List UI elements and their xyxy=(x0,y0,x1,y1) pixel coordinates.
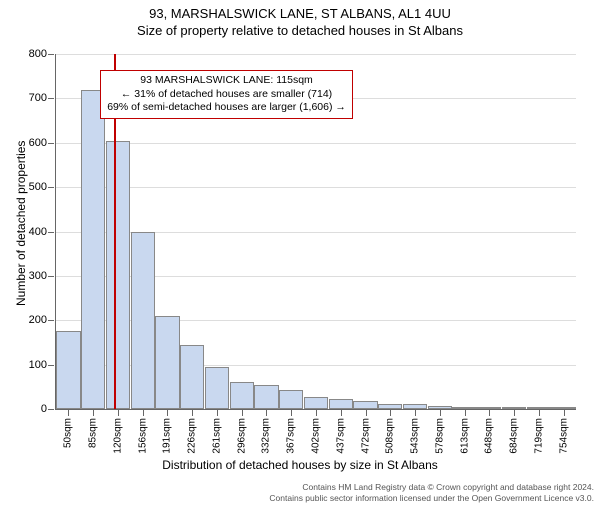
histogram-bar xyxy=(428,406,452,409)
xtick-label: 508sqm xyxy=(385,418,396,454)
histogram-plot: 50sqm85sqm120sqm156sqm191sqm226sqm261sqm… xyxy=(55,54,576,410)
histogram-bar xyxy=(502,407,526,409)
histogram-bar xyxy=(205,367,229,409)
xtick-label: 578sqm xyxy=(434,418,445,454)
xtick-label: 719sqm xyxy=(533,418,544,454)
xtick xyxy=(266,410,267,416)
xtick xyxy=(564,410,565,416)
xtick-label: 50sqm xyxy=(63,418,74,448)
xtick xyxy=(415,410,416,416)
histogram-bar xyxy=(106,141,130,409)
xtick-label: 261sqm xyxy=(211,418,222,454)
gridline xyxy=(56,187,576,188)
xtick xyxy=(514,410,515,416)
xtick-label: 296sqm xyxy=(236,418,247,454)
xtick xyxy=(167,410,168,416)
histogram-bar xyxy=(378,404,402,409)
ytick-label: 800 xyxy=(17,48,47,60)
ytick-label: 300 xyxy=(17,270,47,282)
xtick xyxy=(192,410,193,416)
footer-line-2: Contains public sector information licen… xyxy=(269,493,594,504)
ytick xyxy=(48,409,54,410)
xtick xyxy=(118,410,119,416)
ytick-label: 500 xyxy=(17,181,47,193)
xtick xyxy=(539,410,540,416)
xtick xyxy=(341,410,342,416)
xtick-label: 754sqm xyxy=(558,418,569,454)
ytick-label: 200 xyxy=(17,314,47,326)
xtick-label: 402sqm xyxy=(311,418,322,454)
xtick-label: 120sqm xyxy=(112,418,123,454)
xtick-label: 472sqm xyxy=(360,418,371,454)
ytick-label: 600 xyxy=(17,137,47,149)
ytick xyxy=(48,187,54,188)
xtick xyxy=(242,410,243,416)
gridline xyxy=(56,143,576,144)
xtick-label: 191sqm xyxy=(162,418,173,454)
ytick xyxy=(48,320,54,321)
xtick xyxy=(217,410,218,416)
annotation-line-2: ← 31% of detached houses are smaller (71… xyxy=(107,88,346,102)
histogram-bar xyxy=(452,407,476,409)
xtick xyxy=(366,410,367,416)
xtick xyxy=(68,410,69,416)
xtick-label: 156sqm xyxy=(137,418,148,454)
xtick xyxy=(143,410,144,416)
xtick-label: 332sqm xyxy=(261,418,272,454)
ytick xyxy=(48,276,54,277)
footer-line-1: Contains HM Land Registry data © Crown c… xyxy=(269,482,594,493)
xtick-label: 437sqm xyxy=(335,418,346,454)
histogram-bar xyxy=(477,407,501,409)
gridline xyxy=(56,54,576,55)
xtick-label: 648sqm xyxy=(484,418,495,454)
title-main: 93, MARSHALSWICK LANE, ST ALBANS, AL1 4U… xyxy=(0,6,600,21)
xtick xyxy=(316,410,317,416)
xtick-label: 684sqm xyxy=(509,418,520,454)
xtick-label: 613sqm xyxy=(459,418,470,454)
histogram-bar xyxy=(353,401,377,409)
xtick-label: 85sqm xyxy=(88,418,99,448)
ytick xyxy=(48,98,54,99)
histogram-bar xyxy=(155,316,179,409)
xtick xyxy=(390,410,391,416)
histogram-bar xyxy=(527,407,551,409)
xaxis-title: Distribution of detached houses by size … xyxy=(0,458,600,472)
xtick xyxy=(440,410,441,416)
histogram-bar xyxy=(551,407,575,409)
xtick xyxy=(489,410,490,416)
xtick-label: 367sqm xyxy=(286,418,297,454)
ytick xyxy=(48,232,54,233)
xtick-label: 226sqm xyxy=(187,418,198,454)
histogram-bar xyxy=(56,331,80,409)
histogram-bar xyxy=(403,404,427,409)
xtick xyxy=(465,410,466,416)
annotation-line-3: 69% of semi-detached houses are larger (… xyxy=(107,101,346,115)
histogram-bar xyxy=(180,345,204,409)
xtick xyxy=(291,410,292,416)
histogram-bar xyxy=(279,390,303,409)
ytick-label: 100 xyxy=(17,359,47,371)
histogram-bar xyxy=(304,397,328,409)
footer-attribution: Contains HM Land Registry data © Crown c… xyxy=(269,482,594,504)
title-sub: Size of property relative to detached ho… xyxy=(0,23,600,38)
histogram-bar xyxy=(254,385,278,409)
annotation-box: 93 MARSHALSWICK LANE: 115sqm← 31% of det… xyxy=(100,70,353,119)
histogram-bar xyxy=(230,382,254,410)
xtick-label: 543sqm xyxy=(410,418,421,454)
xtick xyxy=(93,410,94,416)
ytick xyxy=(48,54,54,55)
histogram-bar xyxy=(81,90,105,410)
ytick-label: 700 xyxy=(17,92,47,104)
annotation-line-1: 93 MARSHALSWICK LANE: 115sqm xyxy=(107,74,346,88)
ytick-label: 0 xyxy=(17,403,47,415)
ytick xyxy=(48,143,54,144)
ytick-label: 400 xyxy=(17,226,47,238)
chart-area: 50sqm85sqm120sqm156sqm191sqm226sqm261sqm… xyxy=(55,54,575,409)
histogram-bar xyxy=(329,399,353,409)
histogram-bar xyxy=(131,232,155,410)
ytick xyxy=(48,365,54,366)
